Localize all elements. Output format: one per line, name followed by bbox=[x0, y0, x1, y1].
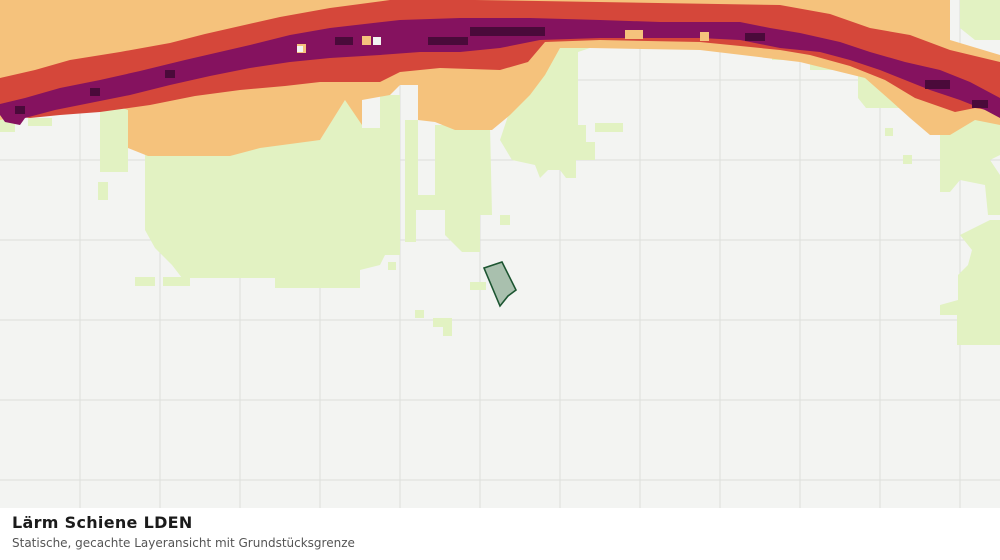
noise-zone-extreme bbox=[15, 27, 988, 114]
parcel-boundary bbox=[482, 261, 518, 308]
map-gaps bbox=[297, 37, 381, 52]
map-subtitle: Statische, gecachte Layeransicht mit Gru… bbox=[12, 536, 355, 550]
noise-zone-very-high bbox=[0, 18, 1000, 125]
map-title: Lärm Schiene LDEN bbox=[12, 513, 193, 532]
map bbox=[0, 0, 1000, 508]
noise-zone-low bbox=[0, 0, 1000, 345]
